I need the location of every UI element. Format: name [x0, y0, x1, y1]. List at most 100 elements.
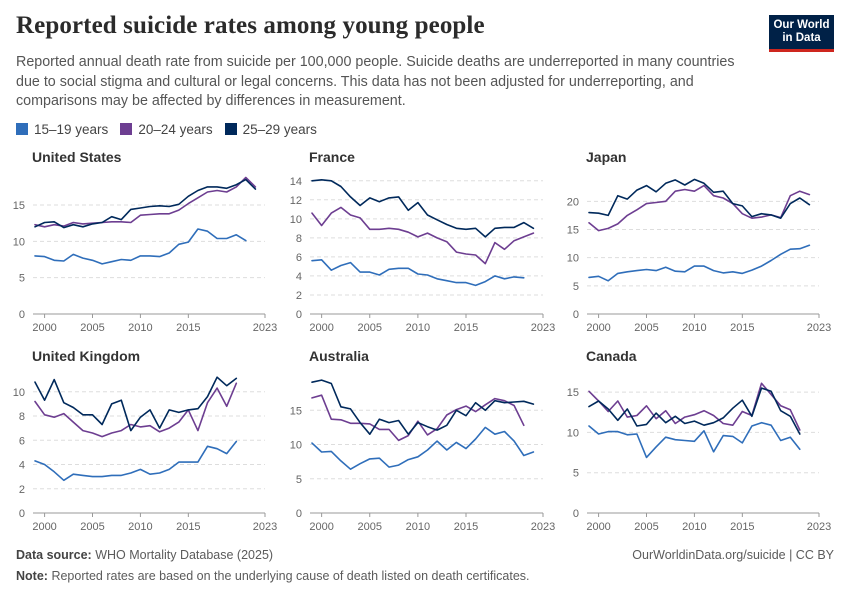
series-line-20-24[interactable]	[34, 176, 257, 228]
y-tick-label: 10	[13, 236, 25, 248]
x-tick-label: 2023	[807, 521, 831, 533]
x-tick-label: 2015	[730, 322, 754, 334]
x-tick-label: 2015	[176, 521, 200, 533]
panel-united-kingdom: United Kingdom 0 2 4 6 8 10 2000 2005 2010 2015 202…	[13, 348, 277, 533]
panel-title: Australia	[309, 348, 369, 364]
legend: 15–19 years 20–24 years 25–29 years	[16, 120, 329, 138]
series-line-20-24[interactable]	[588, 184, 811, 232]
y-tick-label: 10	[290, 214, 302, 226]
y-tick-label: 5	[296, 474, 302, 486]
source-label: Data source:	[16, 548, 92, 562]
x-tick-label: 2005	[80, 521, 104, 533]
x-tick-label: 2005	[358, 521, 382, 533]
x-tick-label: 2000	[309, 521, 333, 533]
x-tick-label: 2023	[253, 322, 277, 334]
series-line-15-19[interactable]	[34, 440, 238, 482]
panel-title: United States	[32, 149, 122, 165]
series-line-25-29[interactable]	[311, 179, 535, 238]
y-tick-label: 15	[13, 200, 25, 212]
y-tick-label: 5	[573, 281, 579, 293]
panel-title: United Kingdom	[32, 348, 140, 364]
x-tick-label: 2015	[176, 322, 200, 334]
x-tick-label: 2023	[253, 521, 277, 533]
panel-japan: Japan 0 5 10 15 20 2000 2005 2010 2015 2023	[567, 149, 831, 334]
panel-united-states: United States 0 5 10 15 2000 2005 2010 2015 2023	[13, 149, 277, 334]
source-text[interactable]: WHO Mortality Database (2025)	[95, 548, 274, 562]
series-line-15-19[interactable]	[34, 228, 247, 265]
y-tick-label: 5	[19, 273, 25, 285]
panel-title: France	[309, 149, 355, 165]
legend-label: 15–19 years	[34, 121, 109, 137]
x-tick-label: 2023	[807, 322, 831, 334]
series-line-20-24[interactable]	[311, 206, 535, 265]
x-tick-label: 2000	[32, 521, 56, 533]
x-tick-label: 2010	[406, 521, 430, 533]
x-tick-label: 2010	[406, 322, 430, 334]
x-tick-label: 2010	[128, 322, 152, 334]
data-source: Data source: WHO Mortality Database (202…	[16, 548, 273, 562]
y-tick-label: 12	[290, 195, 302, 207]
note-text: Reported rates are based on the underlyi…	[51, 569, 530, 583]
chart-subtitle: Reported annual death rate from suicide …	[16, 54, 735, 109]
footnote: Note: Reported rates are based on the un…	[16, 569, 530, 583]
y-tick-label: 0	[296, 508, 302, 520]
y-tick-label: 10	[567, 427, 579, 439]
y-tick-label: 2	[19, 484, 25, 496]
series-line-25-29[interactable]	[34, 376, 238, 432]
legend-swatch	[224, 123, 237, 135]
series-line-25-29[interactable]	[34, 178, 257, 229]
y-tick-label: 0	[19, 508, 25, 520]
x-tick-label: 2015	[730, 521, 754, 533]
y-tick-label: 2	[296, 290, 302, 302]
footer-link[interactable]: OurWorldinData.org/suicide | CC BY	[632, 548, 834, 562]
x-tick-label: 2015	[454, 521, 478, 533]
y-tick-label: 0	[19, 309, 25, 321]
y-tick-label: 15	[567, 387, 579, 399]
series-line-25-29[interactable]	[588, 178, 811, 219]
legend-swatch	[16, 123, 28, 135]
legend-label: 20–24 years	[138, 121, 213, 137]
legend-item-15-19[interactable]: 15–19 years	[16, 120, 108, 138]
y-tick-label: 14	[290, 176, 302, 188]
series-line-15-19[interactable]	[588, 244, 811, 282]
panel-title: Japan	[586, 149, 626, 165]
owid-logo[interactable]: Our World in Data	[769, 15, 834, 52]
x-tick-label: 2005	[634, 322, 658, 334]
y-tick-label: 0	[573, 309, 579, 321]
series-line-25-29[interactable]	[311, 379, 535, 435]
series-line-20-24[interactable]	[311, 394, 525, 442]
x-tick-label: 2023	[531, 322, 555, 334]
x-tick-label: 2000	[309, 322, 333, 334]
logo-accent-bar	[769, 49, 834, 52]
series-line-15-19[interactable]	[311, 426, 535, 470]
x-tick-label: 2000	[586, 322, 610, 334]
x-tick-label: 2010	[682, 322, 706, 334]
y-tick-label: 8	[296, 233, 302, 245]
x-tick-label: 2023	[531, 521, 555, 533]
x-tick-label: 2000	[586, 521, 610, 533]
y-tick-label: 0	[573, 508, 579, 520]
y-tick-label: 10	[13, 387, 25, 399]
panel-australia: Australia 0 5 10 15 2000 2005 2010 2015 2023	[290, 348, 555, 533]
x-tick-label: 2005	[634, 521, 658, 533]
series-line-15-19[interactable]	[311, 259, 525, 287]
chart-title: Reported suicide rates among young peopl…	[16, 12, 485, 39]
x-tick-label: 2005	[80, 322, 104, 334]
series-line-20-24[interactable]	[34, 382, 238, 438]
panel-title: Canada	[586, 348, 637, 364]
y-tick-label: 10	[567, 253, 579, 265]
y-tick-label: 8	[19, 411, 25, 423]
note-label: Note:	[16, 569, 48, 583]
logo-line-2: in Data	[782, 32, 821, 44]
y-tick-label: 4	[296, 271, 302, 283]
y-tick-label: 0	[296, 309, 302, 321]
y-tick-label: 15	[290, 405, 302, 417]
series-line-15-19[interactable]	[588, 421, 801, 459]
y-tick-label: 4	[19, 460, 25, 472]
y-tick-label: 15	[567, 225, 579, 237]
legend-item-25-29[interactable]: 25–29 years	[224, 120, 317, 138]
series-line-25-29[interactable]	[588, 387, 801, 435]
legend-item-20-24[interactable]: 20–24 years	[120, 120, 213, 138]
panel-canada: Canada 0 5 10 15 2000 2005 2010 2015 2023	[567, 348, 831, 533]
legend-swatch	[120, 123, 133, 135]
